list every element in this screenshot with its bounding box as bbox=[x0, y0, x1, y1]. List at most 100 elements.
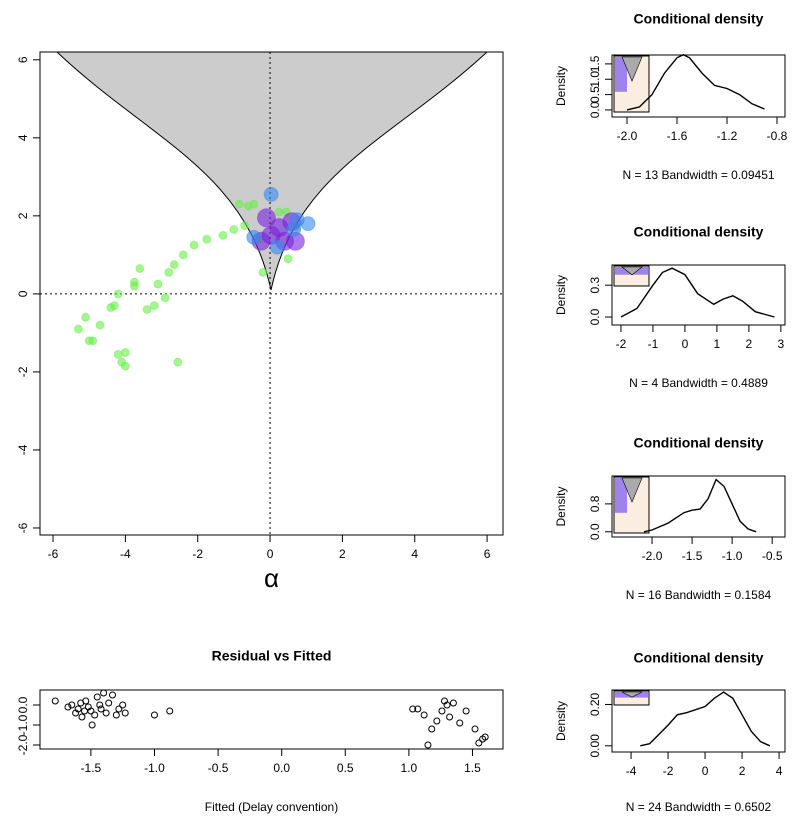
x-tick-label: -1.5 bbox=[682, 549, 703, 563]
x-tick-label: 0.0 bbox=[273, 761, 290, 775]
point bbox=[263, 186, 279, 202]
feasible-region bbox=[55, 51, 489, 291]
point bbox=[169, 260, 179, 270]
x-tick-label: -1.2 bbox=[717, 129, 738, 143]
y-axis-label: Density bbox=[554, 486, 568, 526]
x-tick-label: 1 bbox=[714, 337, 721, 351]
y-tick-label: 0.0 bbox=[16, 696, 30, 713]
plot-frame bbox=[611, 54, 786, 118]
y-tick-label: -1.0 bbox=[16, 714, 30, 735]
panel-title: Conditional density bbox=[634, 224, 764, 240]
point bbox=[95, 320, 105, 330]
point bbox=[173, 357, 183, 367]
y-axis-label: Density bbox=[554, 701, 568, 741]
point bbox=[449, 699, 457, 707]
point bbox=[82, 697, 90, 705]
x-tick-label: -6 bbox=[48, 547, 59, 561]
point bbox=[240, 221, 250, 231]
point bbox=[113, 289, 123, 299]
point bbox=[102, 709, 110, 717]
point bbox=[149, 301, 159, 311]
inset-shape bbox=[621, 56, 643, 82]
point bbox=[68, 701, 76, 709]
point bbox=[51, 697, 59, 705]
point bbox=[189, 240, 199, 250]
y-axis-label: Density bbox=[554, 275, 568, 315]
point bbox=[105, 699, 113, 707]
y-tick-label: 0.00 bbox=[588, 734, 602, 758]
x-tick-label: 1.0 bbox=[401, 761, 418, 775]
point bbox=[109, 691, 117, 699]
point bbox=[283, 254, 293, 264]
point bbox=[87, 707, 95, 715]
inset-fill bbox=[615, 57, 627, 92]
point bbox=[433, 717, 441, 725]
plot-frame bbox=[39, 51, 504, 536]
point bbox=[234, 199, 244, 209]
x-tick-label: -0.8 bbox=[767, 129, 788, 143]
x-tick-label: 0.5 bbox=[337, 761, 354, 775]
point bbox=[88, 721, 96, 729]
point bbox=[178, 250, 188, 260]
x-tick-label: -1 bbox=[648, 337, 659, 351]
x-tick-label: -1.5 bbox=[81, 761, 102, 775]
point bbox=[462, 707, 470, 715]
x-axis-label: N = 4 Bandwidth = 0.4889 bbox=[629, 376, 768, 390]
x-tick-label: -2 bbox=[616, 337, 627, 351]
y-tick-label: 0.0 bbox=[588, 523, 602, 540]
point bbox=[112, 711, 120, 719]
point bbox=[74, 705, 82, 713]
point bbox=[218, 230, 228, 240]
point bbox=[446, 713, 454, 721]
x-tick-label: -2 bbox=[663, 764, 674, 778]
point bbox=[135, 264, 145, 274]
point bbox=[78, 713, 86, 721]
density-curve bbox=[640, 691, 771, 747]
y-tick-label: 2 bbox=[16, 212, 30, 219]
point bbox=[160, 293, 170, 303]
density-curve bbox=[626, 53, 765, 111]
point bbox=[443, 701, 451, 709]
panel-title: Conditional density bbox=[634, 435, 764, 451]
x-tick-label: 4 bbox=[411, 547, 418, 561]
x-tick-label: 0 bbox=[267, 547, 274, 561]
x-tick-label: 2 bbox=[739, 764, 746, 778]
x-tick-label: -1.6 bbox=[667, 129, 688, 143]
y-tick-label: -2.0 bbox=[16, 734, 30, 755]
panel-title: Conditional density bbox=[634, 11, 764, 27]
point bbox=[120, 347, 130, 357]
density-curve bbox=[620, 267, 775, 318]
point bbox=[428, 725, 436, 733]
x-axis-label: N = 16 Bandwidth = 0.1584 bbox=[626, 588, 772, 602]
x-tick-label: 1.5 bbox=[464, 761, 481, 775]
y-tick-label: 0.3 bbox=[588, 277, 602, 294]
point bbox=[119, 701, 127, 709]
point bbox=[475, 739, 483, 747]
inset-shape bbox=[621, 266, 643, 276]
point bbox=[150, 711, 158, 719]
point bbox=[64, 703, 72, 711]
y-tick-label: 0.0 bbox=[588, 308, 602, 325]
y-tick-label: 0.0 bbox=[588, 101, 602, 118]
inset-fill bbox=[615, 478, 627, 513]
x-tick-label: 2 bbox=[746, 337, 753, 351]
y-tick-label: -2 bbox=[16, 366, 30, 377]
x-axis-label: N = 13 Bandwidth = 0.09451 bbox=[622, 168, 774, 182]
point bbox=[249, 199, 259, 209]
y-tick-label: 0.8 bbox=[588, 495, 602, 512]
y-tick-label: 4 bbox=[16, 134, 30, 141]
plot-frame bbox=[611, 475, 786, 538]
x-tick-label: -4 bbox=[626, 764, 637, 778]
point bbox=[471, 725, 479, 733]
x-axis-label: Fitted (Delay convention) bbox=[205, 800, 338, 814]
point bbox=[73, 324, 83, 334]
x-tick-label: -2.0 bbox=[642, 549, 663, 563]
point bbox=[81, 312, 91, 322]
plot-frame bbox=[611, 264, 786, 326]
point bbox=[409, 705, 417, 713]
point bbox=[258, 267, 268, 277]
point bbox=[153, 279, 163, 289]
panel-title: Conditional density bbox=[634, 650, 764, 666]
y-tick-label: -4 bbox=[16, 444, 30, 455]
